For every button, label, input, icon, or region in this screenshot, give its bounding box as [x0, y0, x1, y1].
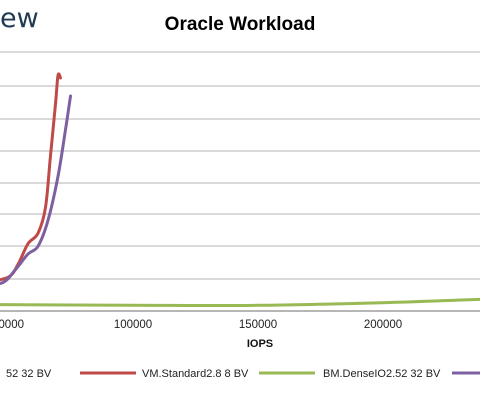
series-line-2 — [0, 297, 480, 308]
x-tick-label: 100000 — [114, 319, 152, 331]
x-axis-title: IOPS — [247, 338, 273, 350]
legend-label-2: BM.DenseIO2.52 32 BV — [323, 368, 441, 380]
series-line-3 — [0, 94, 72, 286]
x-tick-label: 200000 — [364, 319, 402, 331]
corner-title-fragment: ew — [0, 3, 39, 34]
chart-title: Oracle Workload — [164, 14, 316, 35]
x-tick-label: 150000 — [239, 319, 277, 331]
series-layer — [0, 72, 480, 308]
x-tick-labels: 50000 100000 150000 200000 — [0, 319, 402, 331]
legend-label-1: VM.Standard2.8 8 BV — [142, 368, 249, 380]
gridlines — [0, 51, 480, 312]
x-tick-label: 50000 — [0, 319, 24, 331]
legend: 52 32 BV VM.Standard2.8 8 BV BM.DenseIO2.5… — [6, 368, 480, 380]
legend-label-0: 52 32 BV — [6, 368, 52, 380]
